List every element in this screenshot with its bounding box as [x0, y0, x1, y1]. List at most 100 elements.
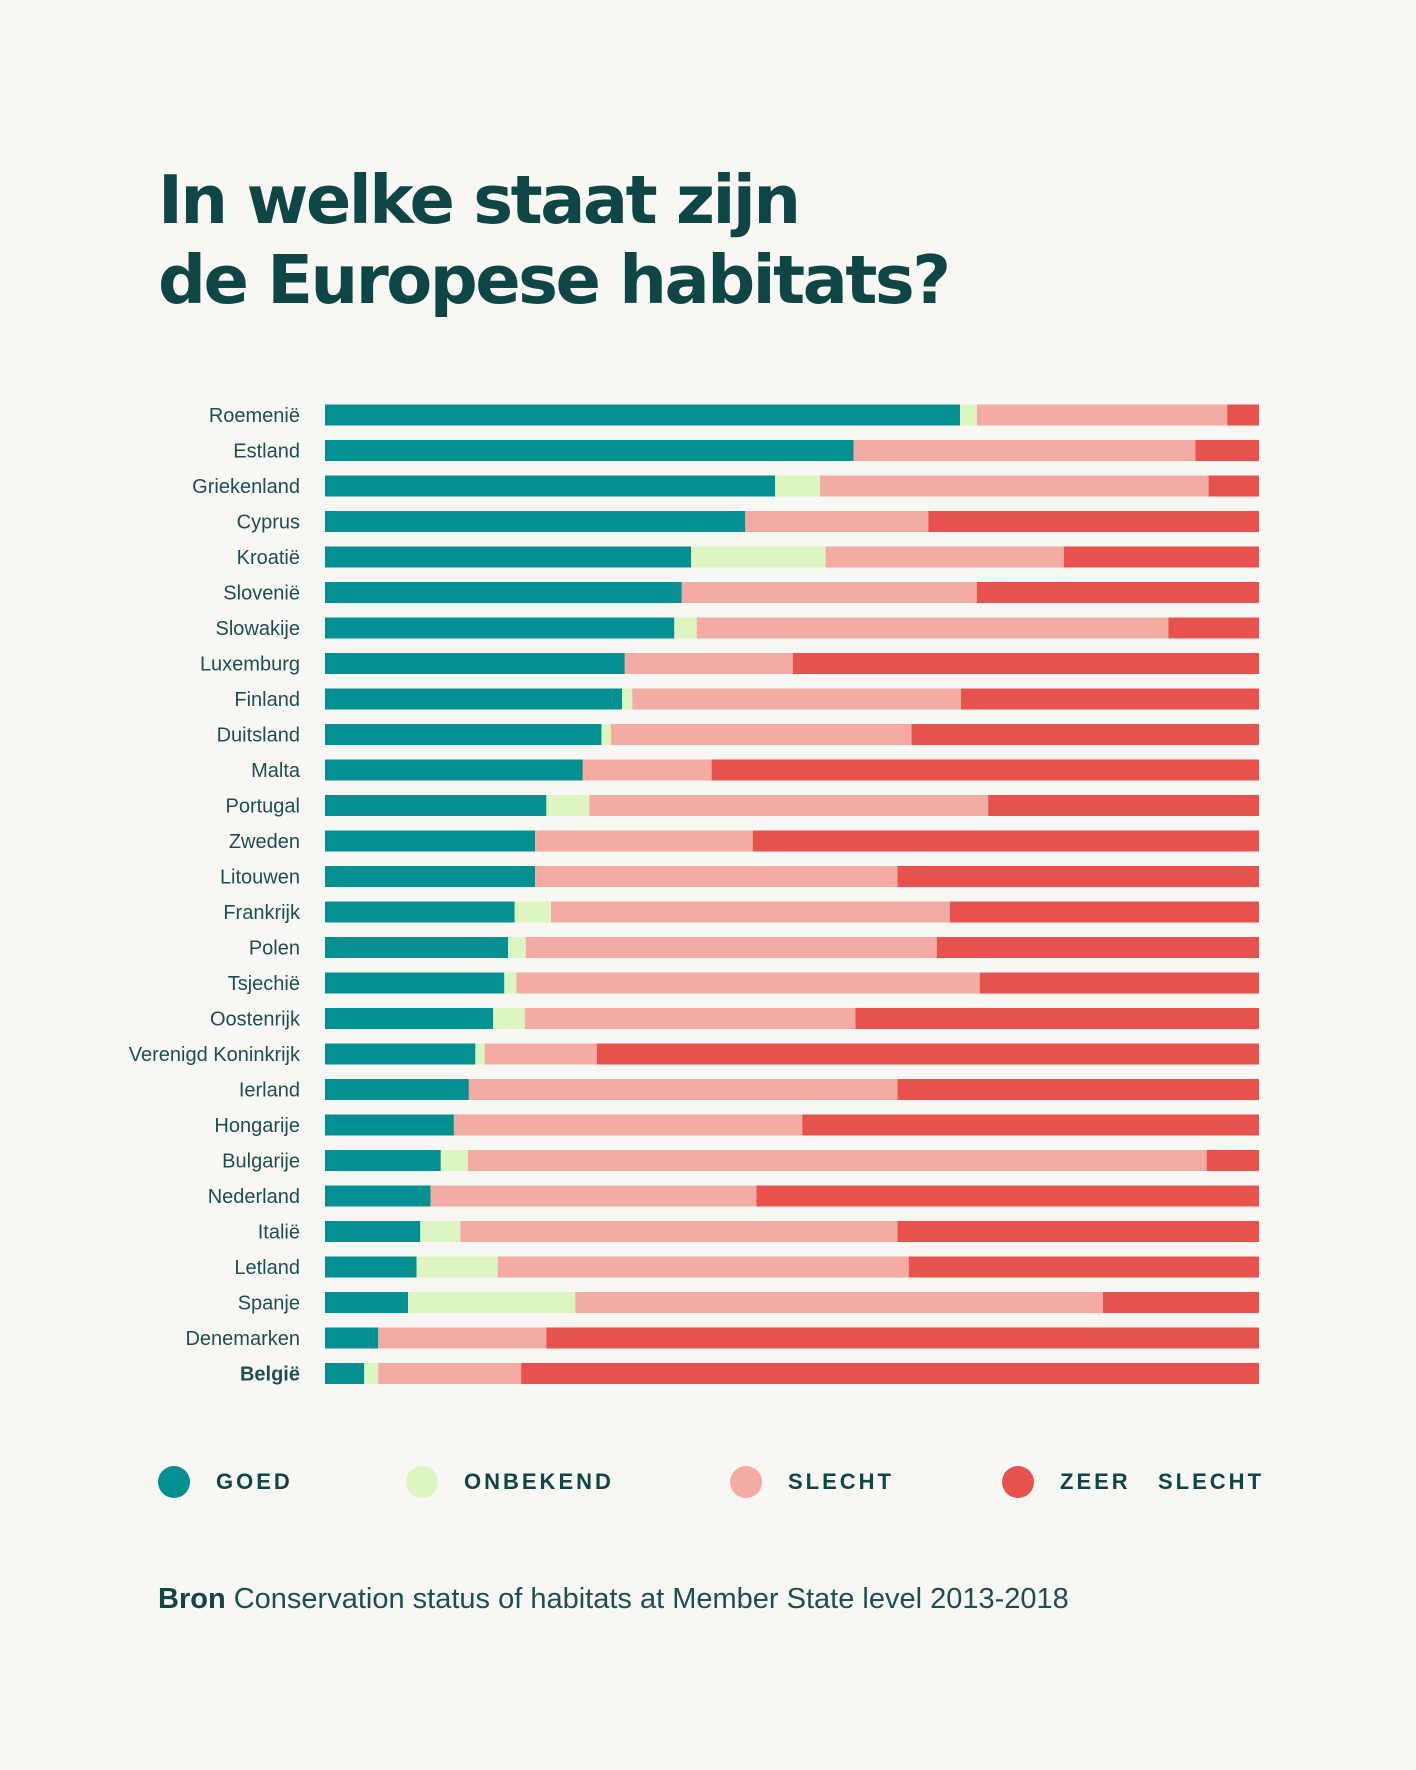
- bar-segment-goed-italië: [325, 1221, 421, 1242]
- bar-segment-zeer-slecht-italië: [897, 1221, 1259, 1242]
- bar-segment-slecht-kroatië: [825, 546, 1064, 568]
- bar-segment-slecht-hongarije: [453, 1114, 803, 1136]
- bar-segment-goed-tsjechië: [325, 972, 505, 994]
- chart-title-line-1: In welke staat zijn: [158, 161, 801, 239]
- bar-segment-slecht-oostenrijk: [524, 1008, 856, 1029]
- bar-segment-goed-zweden: [325, 830, 536, 852]
- bar-segment-goed-hongarije: [325, 1114, 454, 1136]
- bar-segment-zeer-slecht-belgië: [521, 1363, 1259, 1384]
- bar-segment-slecht-ierland: [468, 1079, 898, 1100]
- bar-segment-slecht-zweden: [535, 830, 753, 852]
- bar-segment-goed-luxemburg: [325, 653, 625, 674]
- bar-segment-onbekend-oostenrijk: [493, 1008, 525, 1029]
- bar-segment-onbekend-duitsland: [601, 724, 611, 745]
- bar-segment-onbekend-italië: [420, 1221, 461, 1242]
- source-label: Bron: [158, 1583, 226, 1615]
- country-label-letland: Letland: [234, 1257, 300, 1279]
- bar-segment-goed-finland: [325, 688, 623, 710]
- legend-swatch-goed: [158, 1466, 190, 1498]
- legend-label-slecht: SLECHT: [788, 1469, 894, 1494]
- bar-segment-slecht-finland: [632, 688, 962, 710]
- bar-segment-zeer-slecht-denemarken: [546, 1327, 1259, 1349]
- bar-segment-zeer-slecht-duitsland: [911, 724, 1259, 745]
- bar-segment-slecht-griekenland: [820, 475, 1209, 497]
- bar-segment-goed-griekenland: [325, 475, 776, 497]
- legend-item-goed: GOED: [158, 1462, 293, 1502]
- bar-segment-slecht-tsjechië: [516, 972, 980, 994]
- bar-segment-goed-ierland: [325, 1079, 469, 1100]
- legend-label-onbekend: ONBEKEND: [464, 1469, 614, 1494]
- bar-segment-zeer-slecht-bulgarije: [1206, 1150, 1259, 1171]
- bar-segment-slecht-belgië: [378, 1363, 522, 1384]
- bar-segment-zeer-slecht-slowakije: [1168, 617, 1259, 639]
- bar-segment-onbekend-bulgarije: [440, 1150, 468, 1171]
- legend-swatch-zeer-slecht: [1002, 1466, 1034, 1498]
- bar-segment-goed-frankrijk: [325, 901, 515, 923]
- bar-segment-zeer-slecht-griekenland: [1208, 475, 1259, 497]
- bar-segment-goed-slovenië: [325, 582, 682, 603]
- bar-segment-zeer-slecht-nederland: [756, 1185, 1259, 1207]
- bar-segment-slecht-italië: [460, 1221, 898, 1242]
- legend-label-goed: GOED: [216, 1469, 293, 1494]
- bar-segment-onbekend-tsjechië: [504, 972, 517, 994]
- country-label-oostenrijk: Oostenrijk: [210, 1009, 301, 1031]
- country-label-zweden: Zweden: [229, 831, 300, 853]
- bar-segment-zeer-slecht-ierland: [897, 1079, 1259, 1100]
- country-label-portugal: Portugal: [226, 796, 301, 818]
- bar-segment-onbekend-spanje: [408, 1292, 576, 1313]
- bar-segment-zeer-slecht-roemenië: [1227, 404, 1259, 426]
- country-label-denemarken: Denemarken: [185, 1328, 300, 1350]
- bar-segment-slecht-letland: [497, 1256, 909, 1278]
- bar-segment-slecht-slovenië: [681, 582, 977, 603]
- bar-segment-slecht-frankrijk: [551, 901, 950, 923]
- bar-segment-goed-roemenië: [325, 404, 961, 426]
- bar-segment-zeer-slecht-tsjechië: [979, 972, 1259, 994]
- bar-segment-goed-oostenrijk: [325, 1008, 494, 1029]
- country-label-tsjechië: Tsjechië: [228, 973, 300, 995]
- legend-item-zeer-slecht: ZEER SLECHT: [1002, 1462, 1264, 1502]
- country-label-polen: Polen: [249, 938, 300, 960]
- bar-segment-onbekend-finland: [622, 688, 633, 710]
- bar-segment-zeer-slecht-finland: [961, 688, 1259, 710]
- bar-segment-slecht-spanje: [575, 1292, 1104, 1313]
- legend-swatch-slecht: [730, 1466, 762, 1498]
- bar-segment-goed-malta: [325, 759, 583, 781]
- bar-segment-onbekend-portugal: [546, 795, 590, 816]
- source-note: Bron Conservation status of habitats at …: [158, 1583, 1069, 1616]
- country-label-hongarije: Hongarije: [214, 1115, 300, 1137]
- country-label-italië: Italië: [258, 1222, 300, 1244]
- bar-segment-zeer-slecht-polen: [936, 937, 1259, 958]
- legend-item-onbekend: ONBEKEND: [406, 1462, 614, 1502]
- bar-segment-zeer-slecht-spanje: [1103, 1292, 1259, 1313]
- country-label-slovenië: Slovenië: [223, 583, 300, 605]
- country-label-ierland: Ierland: [239, 1080, 300, 1102]
- country-label-bulgarije: Bulgarije: [222, 1151, 300, 1173]
- stacked-bar-chart: Roemenië Estland Griekenland Cyprus Kroatië S…: [129, 404, 1259, 1386]
- bar-segment-slecht-verenigd-koninkrijk: [484, 1043, 597, 1065]
- country-label-estland: Estland: [233, 441, 300, 463]
- bar-segment-zeer-slecht-oostenrijk: [855, 1008, 1259, 1029]
- bar-segment-goed-slowakije: [325, 617, 675, 639]
- country-label-verenigd-koninkrijk: Verenigd Koninkrijk: [129, 1044, 301, 1066]
- bar-segment-goed-denemarken: [325, 1327, 379, 1349]
- bar-segment-goed-portugal: [325, 795, 547, 816]
- country-label-frankrijk: Frankrijk: [223, 902, 301, 924]
- bar-segment-goed-letland: [325, 1256, 417, 1278]
- bar-segment-onbekend-griekenland: [775, 475, 821, 497]
- bar-segment-slecht-polen: [525, 937, 937, 958]
- legend-item-slecht: SLECHT: [730, 1462, 894, 1502]
- bar-segment-onbekend-frankrijk: [514, 901, 552, 923]
- bar-segment-slecht-portugal: [589, 795, 989, 816]
- country-label-griekenland: Griekenland: [192, 476, 300, 498]
- bar-segment-zeer-slecht-letland: [908, 1256, 1259, 1278]
- bar-segment-onbekend-slowakije: [674, 617, 697, 639]
- bar-segment-slecht-roemenië: [976, 404, 1228, 426]
- bar-segment-slecht-malta: [582, 759, 712, 781]
- bar-segment-slecht-bulgarije: [467, 1150, 1207, 1171]
- bar-segment-zeer-slecht-luxemburg: [792, 653, 1259, 674]
- bar-segment-zeer-slecht-kroatië: [1063, 546, 1259, 568]
- bar-segment-onbekend-polen: [508, 937, 526, 958]
- bar-segment-zeer-slecht-estland: [1195, 440, 1259, 461]
- bar-segment-goed-nederland: [325, 1185, 431, 1207]
- bar-segment-goed-litouwen: [325, 866, 536, 887]
